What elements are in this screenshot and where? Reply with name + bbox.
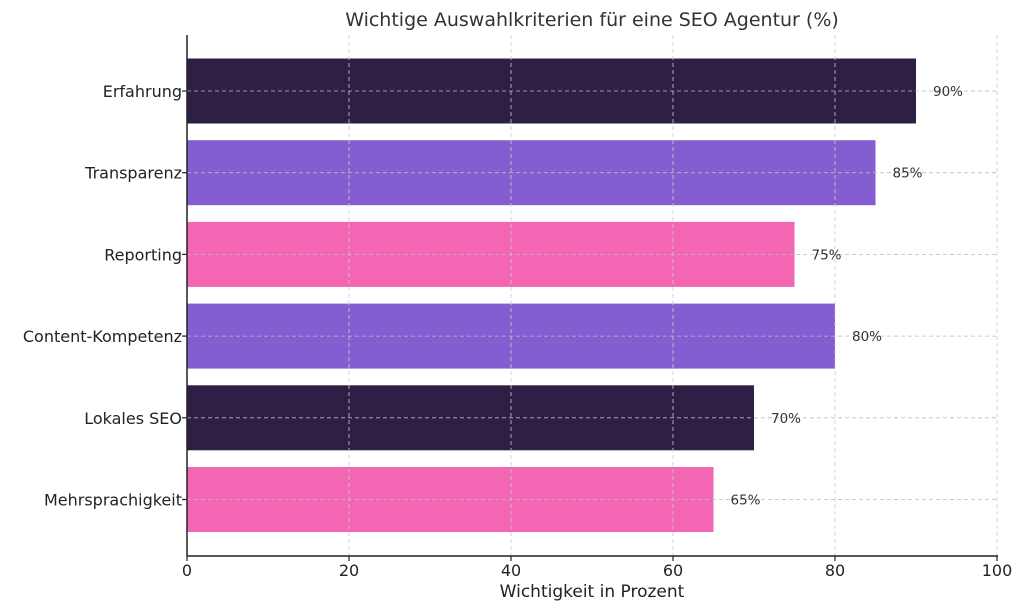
value-label: 75% bbox=[812, 247, 842, 263]
x-tick-label: 80 bbox=[825, 561, 845, 580]
value-label: 85% bbox=[893, 166, 923, 182]
x-tick-label: 60 bbox=[663, 561, 683, 580]
y-tick-label: Transparenz bbox=[84, 164, 182, 183]
value-label: 80% bbox=[852, 329, 882, 345]
y-tick-label: Content-Kompetenz bbox=[23, 327, 182, 346]
chart-title: Wichtige Auswahlkriterien für eine SEO A… bbox=[345, 9, 839, 31]
value-label: 70% bbox=[771, 411, 801, 427]
x-axis-label: Wichtigkeit in Prozent bbox=[500, 582, 685, 602]
value-label: 65% bbox=[731, 493, 761, 509]
y-tick-label: Mehrsprachigkeit bbox=[44, 491, 182, 510]
value-label: 90% bbox=[933, 84, 963, 100]
x-tick-label: 100 bbox=[982, 561, 1013, 580]
x-tick-label: 0 bbox=[182, 561, 192, 580]
y-tick-label: Erfahrung bbox=[103, 82, 182, 101]
y-tick-label: Lokales SEO bbox=[84, 409, 182, 428]
y-tick-label: Reporting bbox=[104, 245, 182, 264]
x-tick-label: 20 bbox=[339, 561, 359, 580]
x-tick-label: 40 bbox=[501, 561, 521, 580]
